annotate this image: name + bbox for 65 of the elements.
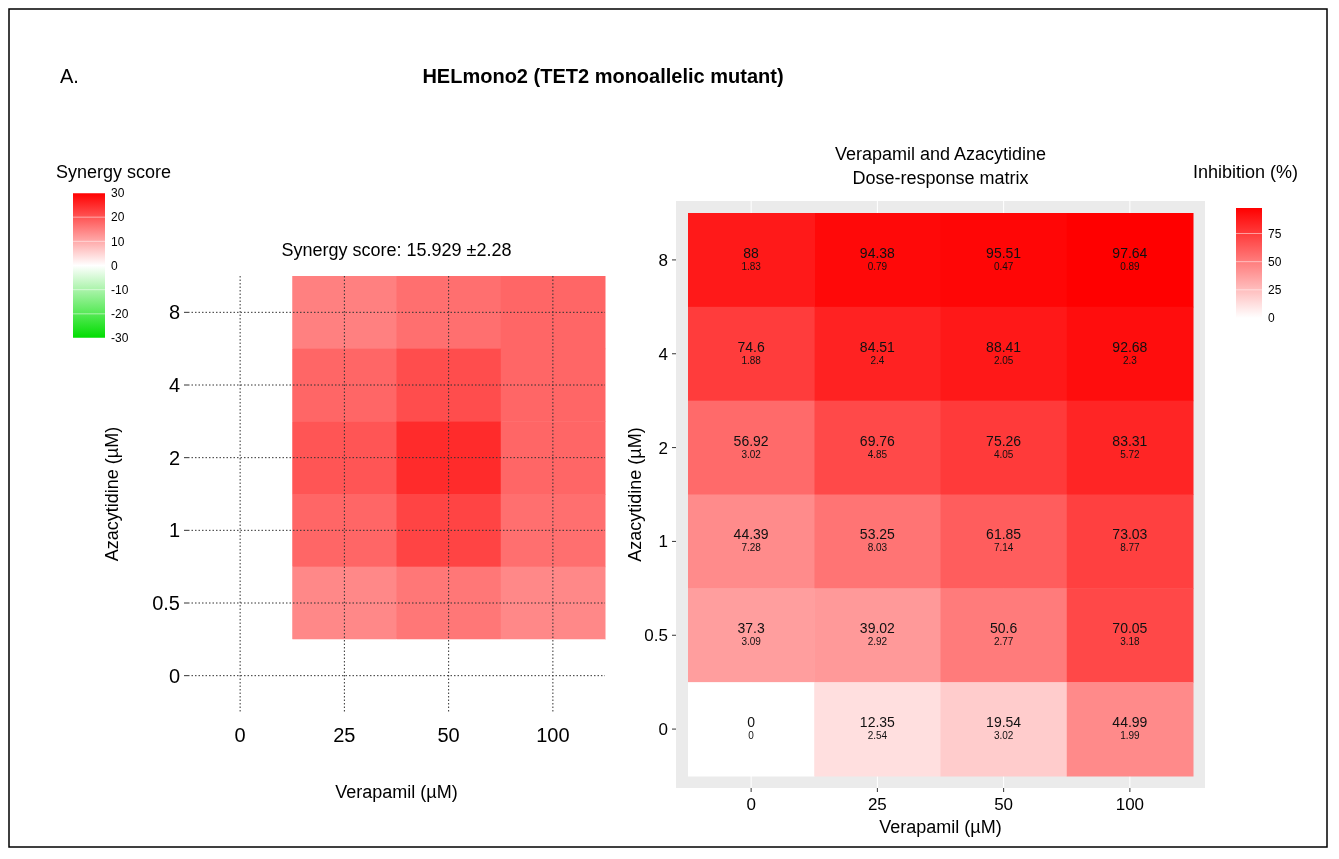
data-label: 74.6 1.88 xyxy=(737,338,765,366)
data-label: 56.92 3.02 xyxy=(733,432,769,460)
x-tick-label: 25 xyxy=(867,795,887,814)
y-tick-label: 8 xyxy=(168,301,180,324)
x-tick-label: 25 xyxy=(333,724,356,746)
data-label: 44.39 7.28 xyxy=(733,526,769,554)
data-label: 97.64 0.89 xyxy=(1112,244,1148,272)
data-label: 69.76 4.85 xyxy=(859,432,896,460)
color-bar-title: Synergy score xyxy=(56,162,172,182)
data-label: 61.85 7.14 xyxy=(986,526,1022,554)
x-tick-label: 100 xyxy=(1115,795,1145,814)
color-bar-label: -30 xyxy=(111,331,129,346)
y-tick-label: 2 xyxy=(168,446,180,469)
x-axis-title: Verapamil (µM) xyxy=(879,817,1002,837)
y-tick-label: 1 xyxy=(168,519,180,542)
x-tick-label: 0 xyxy=(234,724,246,746)
chart-subtitle: Dose-response matrix xyxy=(852,168,1029,188)
color-bar-label: 20 xyxy=(111,210,125,225)
data-label: 70.05 3.18 xyxy=(1112,620,1148,648)
color-bar-label: 10 xyxy=(111,234,125,249)
color-bar-label: 25 xyxy=(1268,283,1282,298)
color-bar-label: -10 xyxy=(111,282,129,297)
data-label: 92.68 2.3 xyxy=(1112,338,1148,366)
y-axis-title: Azacytidine (µM) xyxy=(102,426,122,562)
y-axis-title: Azacytidine (µM) xyxy=(625,427,645,562)
data-label: 84.51 2.4 xyxy=(859,338,896,366)
data-label: 94.38 0.79 xyxy=(859,244,896,272)
text: A. xyxy=(60,65,79,87)
data-label: 83.31 5.72 xyxy=(1112,432,1148,460)
chart-title: Verapamil and Azacytidine xyxy=(834,144,1047,164)
color-bar-label: 0 xyxy=(1268,311,1275,326)
chart-title: Synergy score: 15.929 ±2.28 xyxy=(281,240,512,260)
color-bar-title: Inhibition (%) xyxy=(1193,162,1299,182)
x-tick-label: 50 xyxy=(437,724,460,746)
data-label: 50.6 2.77 xyxy=(990,620,1018,648)
text: HELmono2 (TET2 monoallelic mutant) xyxy=(422,65,784,87)
y-tick-label: 1 xyxy=(658,532,668,552)
color-bar-label: 75 xyxy=(1268,226,1282,241)
data-label: 39.02 2.92 xyxy=(859,620,896,648)
x-tick-label: 100 xyxy=(536,724,570,746)
y-tick-label: 0.5 xyxy=(152,592,180,614)
y-tick-label: 2 xyxy=(658,438,668,458)
y-tick-label: 0 xyxy=(168,664,180,687)
data-label: 37.3 3.09 xyxy=(737,620,765,648)
y-tick-label: 4 xyxy=(658,344,668,364)
y-tick-label: 8 xyxy=(658,250,668,270)
color-bar-label: -20 xyxy=(111,307,129,322)
data-label: 73.03 8.77 xyxy=(1112,526,1148,554)
data-label: 75.26 4.05 xyxy=(986,432,1022,460)
data-label: 53.25 8.03 xyxy=(859,526,896,554)
data-label: 44.99 1.99 xyxy=(1112,714,1148,742)
y-tick-label: 0.5 xyxy=(644,626,668,646)
x-tick-label: 0 xyxy=(746,795,756,814)
color-bar-label: 50 xyxy=(1268,254,1282,269)
color-bar-label: 0 xyxy=(111,258,118,273)
data-label: 0 0 xyxy=(747,714,756,742)
x-tick-label: 50 xyxy=(994,795,1014,814)
data-label: 95.51 0.47 xyxy=(986,244,1022,272)
y-tick-label: 4 xyxy=(168,374,180,396)
data-label: 19.54 3.02 xyxy=(986,714,1022,742)
data-label: 88 1.83 xyxy=(741,244,762,272)
color-bar-label: 30 xyxy=(111,186,125,201)
data-label: 88.41 2.05 xyxy=(986,338,1022,366)
x-axis-title: Verapamil (µM) xyxy=(335,782,458,802)
data-label: 12.35 2.54 xyxy=(859,714,896,742)
